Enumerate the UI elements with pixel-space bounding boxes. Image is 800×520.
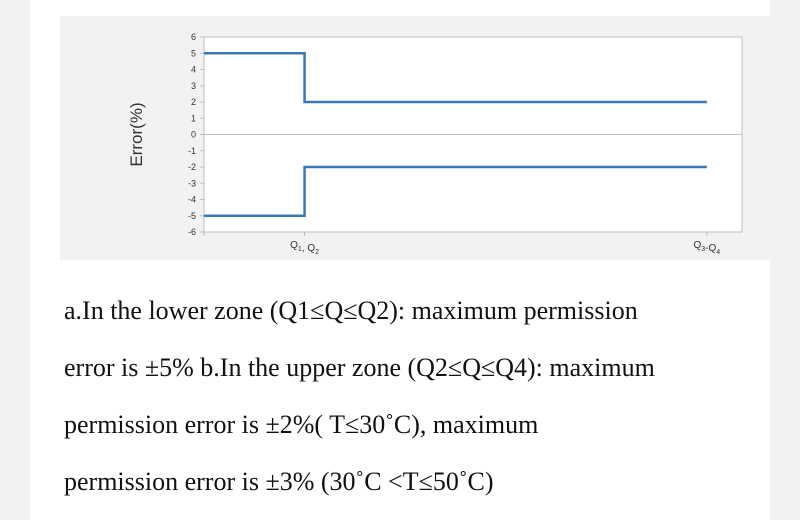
caption: a.In the lower zone (Q1≤Q≤Q2): maximum p… [64, 282, 770, 510]
y-tick-label-3: 3 [191, 81, 196, 91]
y-axis-label: Error(%) [127, 102, 146, 166]
y-tick-label-8: -2 [188, 162, 196, 172]
y-tick-label-12: -6 [188, 227, 196, 237]
y-tick-label-9: -3 [188, 178, 196, 188]
page: 6 5 4 3 2 1 0 -1 -2 -3 -4 -5 -6 Q1, Q2 Q3-Q4 Error(%) a… [30, 0, 772, 520]
caption-line-2: error is ±5% b.In the upper zone (Q2≤Q≤Q… [64, 353, 655, 382]
y-tick-label-0: 6 [191, 32, 196, 42]
y-tick-label-10: -4 [188, 195, 196, 205]
y-tick-label-6: 0 [191, 130, 196, 140]
y-tick-label-5: 1 [191, 113, 196, 123]
chart-container: 6 5 4 3 2 1 0 -1 -2 -3 -4 -5 -6 Q1, Q2 Q3-Q4 Error(%) [60, 16, 772, 260]
y-tick-label-2: 4 [191, 65, 196, 75]
x-tick-label-1: Q3-Q4 [693, 240, 720, 256]
caption-line-1: a.In the lower zone (Q1≤Q≤Q2): maximum p… [64, 296, 638, 325]
caption-line-4: permission error is ±3% (30˚C <T≤50˚C) [64, 467, 494, 496]
y-tick-label-11: -5 [188, 211, 196, 221]
y-tick-label-1: 5 [191, 48, 196, 58]
series-line-2 [204, 165, 707, 217]
error-step-chart: 6 5 4 3 2 1 0 -1 -2 -3 -4 -5 -6 Q1, Q2 Q3-Q4 Error(%) [127, 32, 743, 256]
caption-line-3: permission error is ±2%( T≤30˚C), maximu… [64, 410, 539, 439]
y-tick-label-7: -1 [188, 146, 196, 156]
x-tick-label-0: Q1, Q2 [290, 240, 319, 256]
y-tick-label-4: 2 [191, 97, 196, 107]
series-line-1 [204, 52, 707, 104]
